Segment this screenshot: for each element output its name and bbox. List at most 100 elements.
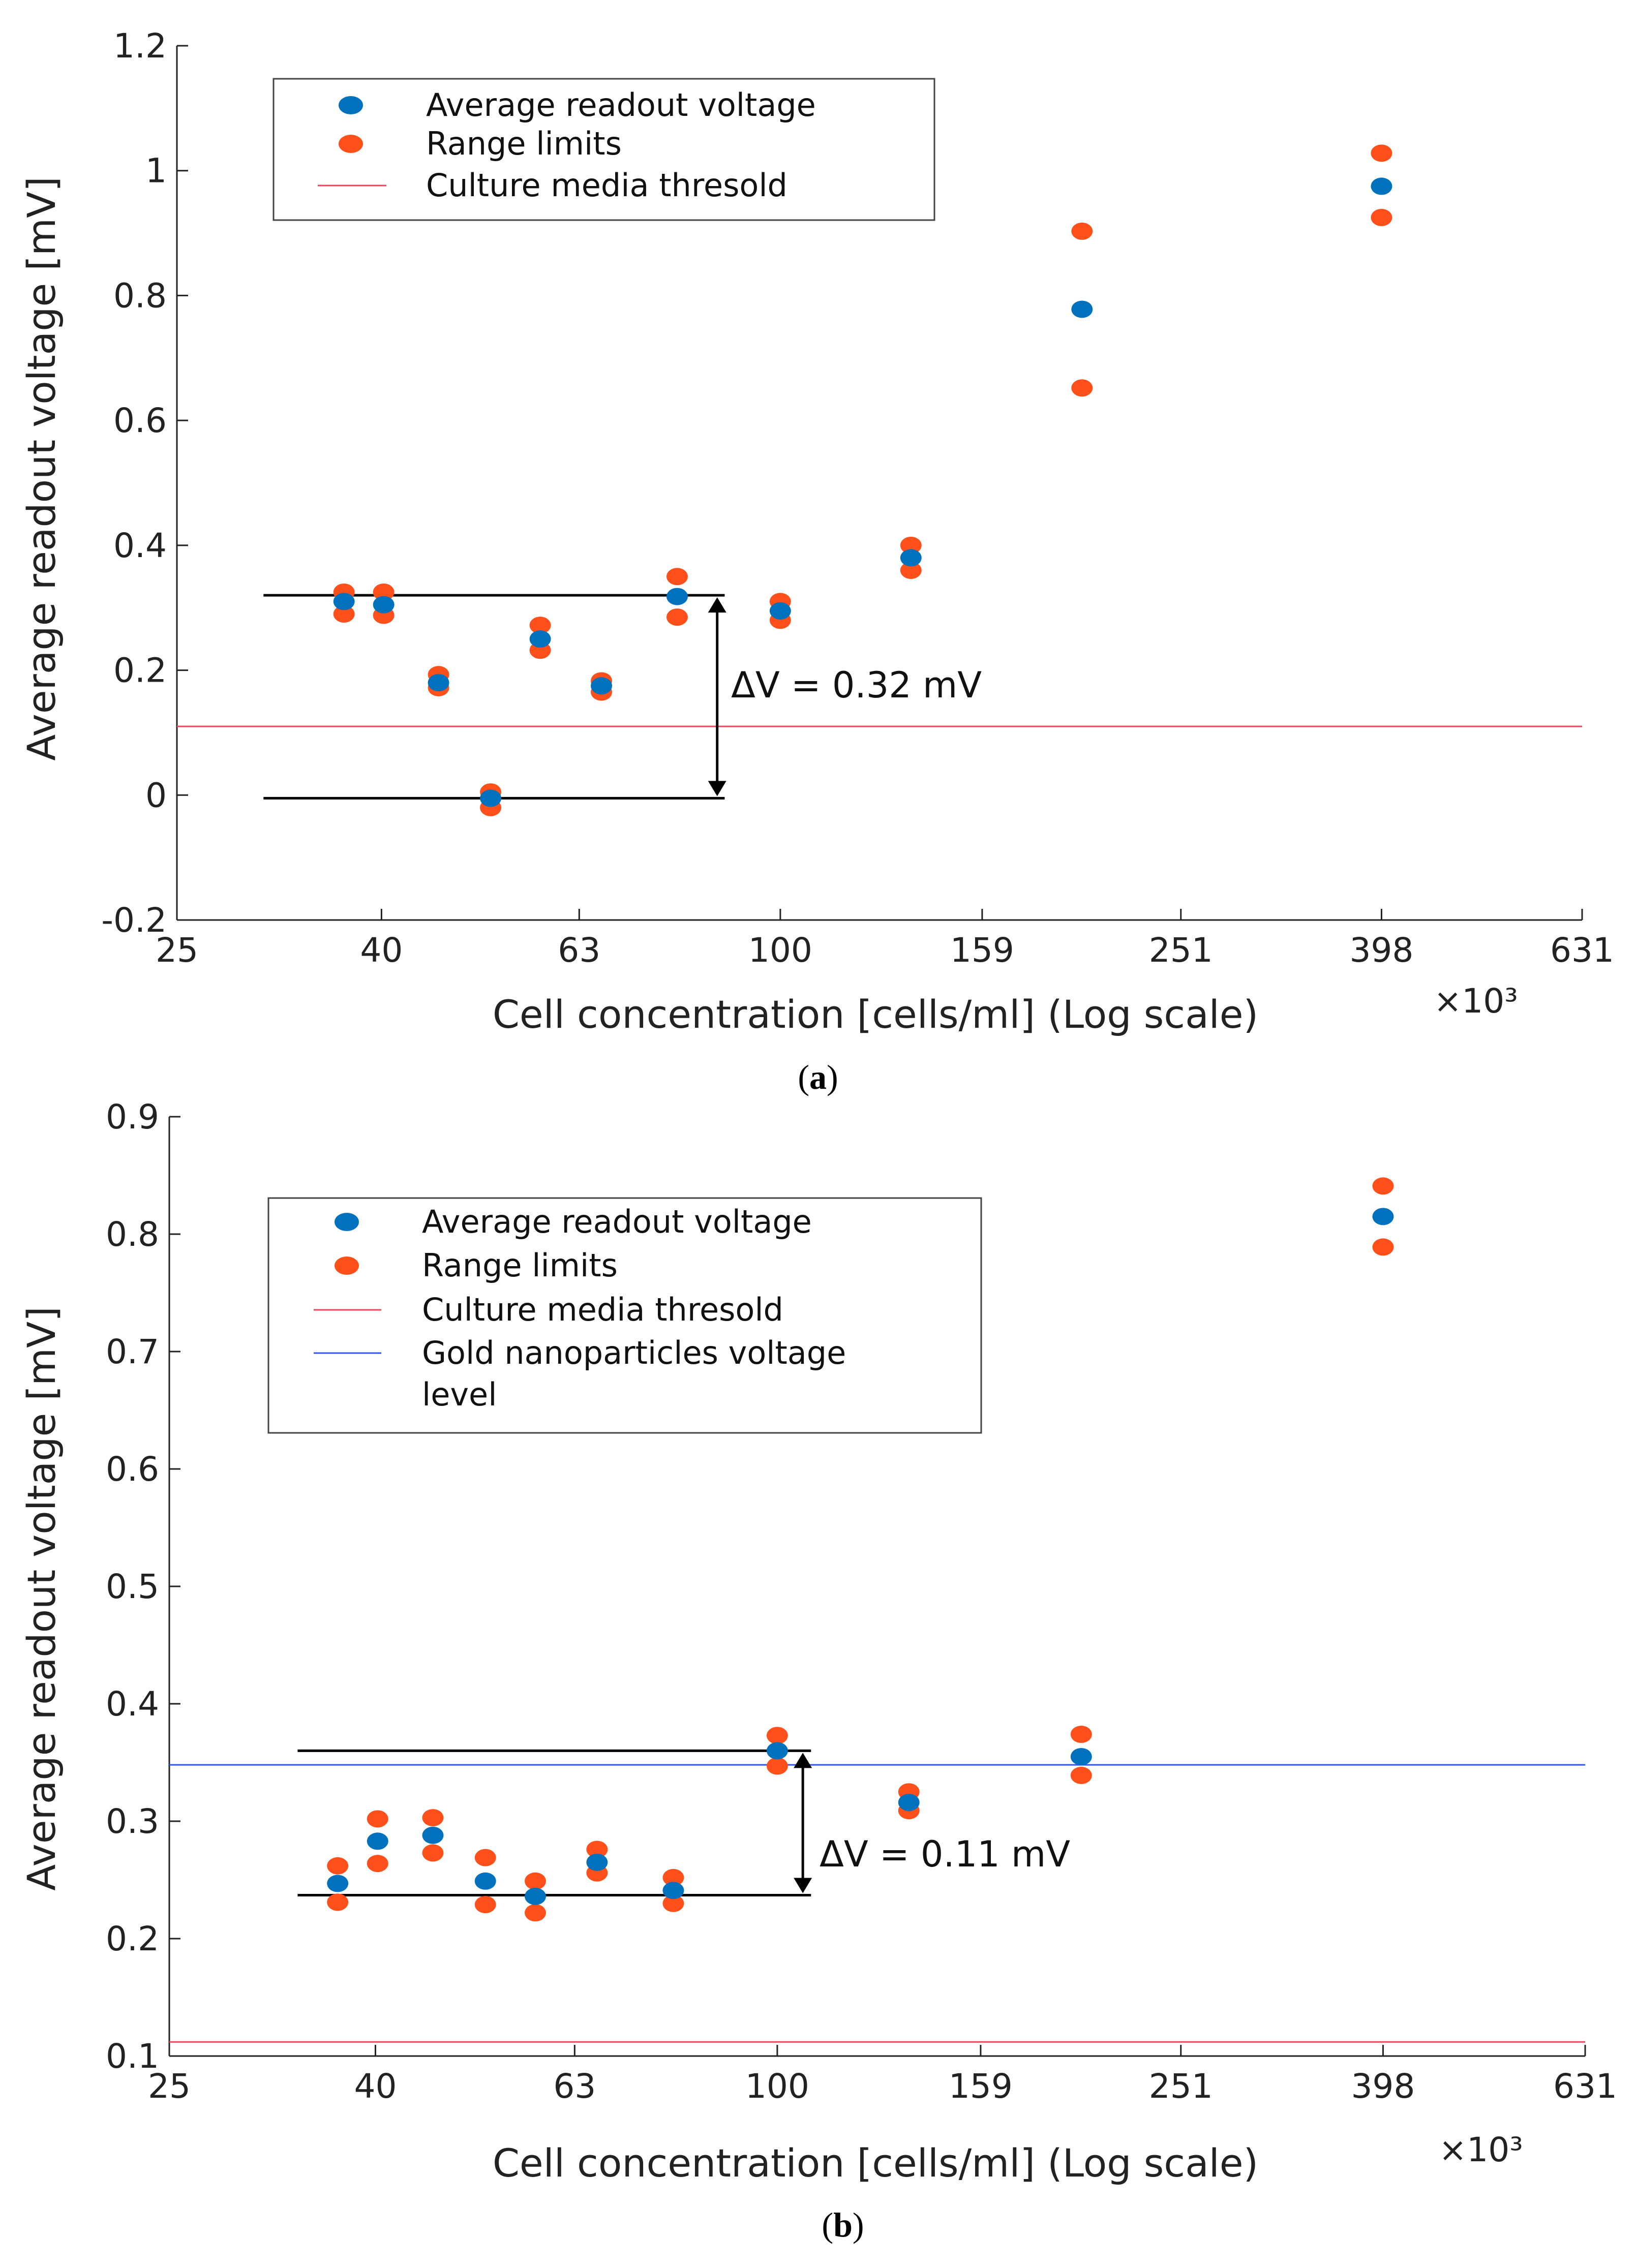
panel-b-label-letter: b (833, 2205, 853, 2244)
panel-a-legend-average-marker (339, 96, 363, 114)
panel-a-legend-box (272, 78, 935, 221)
range-limit-point (1071, 379, 1093, 397)
range-limit-point (766, 1757, 788, 1775)
panel-a-chart: 25 40 63 100 159 251 398 631 -0.2 0 0.2 0.4 0.6 0.8 1 1… (19, 26, 1614, 1037)
panel-b-reference-lines (169, 1764, 1585, 2043)
panel-a-legend-range-marker (339, 135, 363, 153)
panel-a-label: (a) (798, 1058, 838, 1096)
panel-a-xlabel: Cell concentration [cells/ml] (Log scale… (493, 992, 1258, 1037)
panel-b-delta-label: ΔV = 0.11 mV (820, 1833, 1070, 1875)
x-tick-label: 251 (1149, 931, 1213, 970)
range-limit-point (327, 1857, 349, 1875)
range-limit-point (1372, 1177, 1394, 1195)
panel-b-x-multiplier: ×10³ (1439, 2130, 1523, 2169)
y-tick-label: 0.4 (106, 1684, 159, 1724)
range-limit-point (586, 1841, 608, 1858)
x-tick-label: 100 (748, 931, 812, 970)
y-tick-label: 0.3 (106, 1802, 159, 1841)
panel-a-points (333, 144, 1392, 816)
average-point (333, 593, 355, 610)
bracket-arrow-head-down (708, 781, 726, 796)
average-point (586, 1853, 608, 1871)
range-limit-point (422, 1844, 444, 1862)
panel-b-legend-average: Average readout voltage (422, 1203, 812, 1240)
average-point (900, 549, 922, 567)
range-limit-point (1071, 222, 1093, 240)
average-point (525, 1887, 547, 1905)
y-tick-label: 0.6 (113, 401, 167, 440)
panel-a-axes (176, 46, 1582, 921)
panel-a-x-multiplier: ×10³ (1434, 982, 1518, 1021)
y-tick-label: 0.2 (106, 1919, 159, 1958)
y-tick-label: 0.2 (113, 651, 167, 690)
y-tick-label: 0.1 (106, 2037, 159, 2076)
bracket-arrow-head-up (794, 1753, 812, 1768)
range-limit-point (1070, 1766, 1092, 1784)
range-limit-point (1371, 144, 1392, 162)
y-tick-label: 0.7 (106, 1332, 159, 1371)
average-point (1371, 177, 1392, 195)
y-tick-label: 0 (145, 776, 167, 815)
average-point (666, 588, 688, 605)
panel-b-delta-bracket (297, 1749, 812, 1897)
range-limit-point (525, 1904, 547, 1922)
x-tick-label: 100 (745, 2067, 809, 2106)
average-point (428, 674, 449, 692)
range-limit-point (525, 1872, 547, 1890)
panel-b-ticks: 25 40 63 100 159 251 398 631 0.1 0.2 0.3 0.4 0.5 0.6 0… (106, 1097, 1617, 2106)
panel-b-legend-average-marker (335, 1213, 359, 1231)
panel-b-legend-gold: Gold nanoparticles voltage (422, 1334, 846, 1371)
y-tick-label: 1.2 (113, 26, 167, 66)
y-tick-label: 0.8 (113, 276, 167, 315)
y-tick-label: -0.2 (101, 901, 167, 940)
y-tick-label: 0.4 (113, 526, 167, 565)
panel-b-legend-range-marker (335, 1256, 359, 1275)
average-point (367, 1832, 388, 1850)
panel-b-legend-range: Range limits (422, 1247, 618, 1284)
x-tick-label: 63 (553, 2067, 596, 2106)
x-tick-label: 631 (1550, 931, 1614, 970)
panel-b-legend-box (267, 1197, 982, 1434)
panel-a-legend-range: Range limits (426, 125, 622, 162)
range-limit-point (373, 584, 395, 601)
bracket-arrow-head-up (708, 597, 726, 613)
average-point (1070, 1748, 1092, 1765)
x-tick-label: 40 (360, 931, 403, 970)
panel-a-label-close: ) (827, 1058, 838, 1096)
range-limit-point (666, 568, 688, 586)
panel-a-label-letter: a (809, 1058, 827, 1096)
panel-b-points (327, 1177, 1394, 1922)
panel-b-ylabel: Average readout voltage [mV] (19, 1306, 64, 1890)
average-point (480, 789, 502, 807)
panel-a-delta-label: ΔV = 0.32 mV (731, 664, 982, 706)
range-limit-point (367, 1855, 388, 1873)
panel-b-xlabel: Cell concentration [cells/ml] (Log scale… (493, 2140, 1258, 2186)
panel-a-legend-average: Average readout voltage (426, 86, 816, 124)
range-limit-point (900, 562, 922, 579)
x-tick-label: 25 (156, 931, 198, 970)
panel-b-legend: Average readout voltage Range limits Cul… (267, 1197, 982, 1434)
panel-a-legend: Average readout voltage Range limits Cul… (272, 78, 935, 221)
y-tick-label: 0.5 (106, 1567, 159, 1606)
range-limit-point (1070, 1726, 1092, 1743)
average-point (529, 630, 551, 648)
range-limit-point (367, 1810, 388, 1828)
range-limit-point (900, 536, 922, 554)
panel-a-legend-culture: Culture media thresold (426, 167, 787, 204)
average-point (1071, 300, 1093, 318)
range-limit-point (474, 1896, 496, 1914)
range-limit-point (766, 1727, 788, 1744)
panel-b-legend-culture: Culture media thresold (422, 1291, 783, 1328)
panel-b-label: (b) (822, 2205, 864, 2244)
y-tick-label: 0.8 (106, 1215, 159, 1254)
x-tick-label: 63 (558, 931, 600, 970)
panel-a-label-open: ( (798, 1058, 809, 1096)
y-tick-label: 0.6 (106, 1450, 159, 1489)
range-limit-point (662, 1894, 684, 1912)
range-limit-point (666, 608, 688, 626)
average-point (1372, 1208, 1394, 1225)
bracket-arrow-head-down (794, 1878, 812, 1893)
panel-b-label-close: ) (853, 2205, 864, 2244)
range-limit-point (422, 1809, 444, 1827)
